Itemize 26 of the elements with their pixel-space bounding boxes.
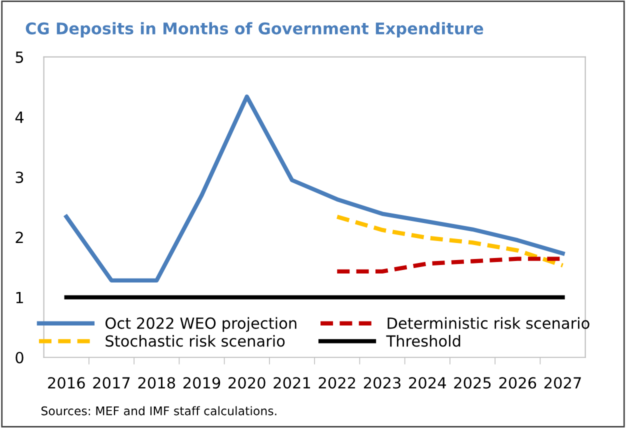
line-series <box>64 94 565 283</box>
x-tick-label: 2024 <box>409 377 446 389</box>
x-tick-label: 2019 <box>183 377 220 389</box>
legend-label: Oct 2022 WEO projection <box>106 317 296 332</box>
x-tick-label: 2022 <box>318 377 356 389</box>
x-tick-label: 2018 <box>138 377 176 389</box>
chart-title: CG Deposits in Months of Government Expenditure <box>26 22 484 38</box>
y-tick-label: 5 <box>16 52 24 63</box>
source-note: Sources: MEF and IMF staff calculations. <box>41 406 276 416</box>
x-tick-label: 2020 <box>228 377 266 389</box>
legend-label: Stochastic risk scenario <box>106 334 285 347</box>
x-tick-label: 2025 <box>454 377 491 389</box>
y-tick-label: 2 <box>16 232 23 243</box>
line-series <box>335 214 565 268</box>
y-tick-label: 0 <box>16 352 24 364</box>
x-tick-label: 2027 <box>544 377 581 389</box>
x-tick-label: 2021 <box>274 377 310 389</box>
x-tick-label: 2016 <box>48 377 85 389</box>
legend-label: Deterministic risk scenario <box>388 317 590 329</box>
x-tick-label: 2026 <box>499 377 536 389</box>
x-tick-label: 2023 <box>364 377 400 389</box>
x-tick-label: 2017 <box>93 377 130 389</box>
y-tick-label: 1 <box>16 292 23 304</box>
y-tick-label: 3 <box>16 172 24 184</box>
legend-label: Threshold <box>386 334 460 347</box>
y-tick-label: 4 <box>15 112 24 123</box>
